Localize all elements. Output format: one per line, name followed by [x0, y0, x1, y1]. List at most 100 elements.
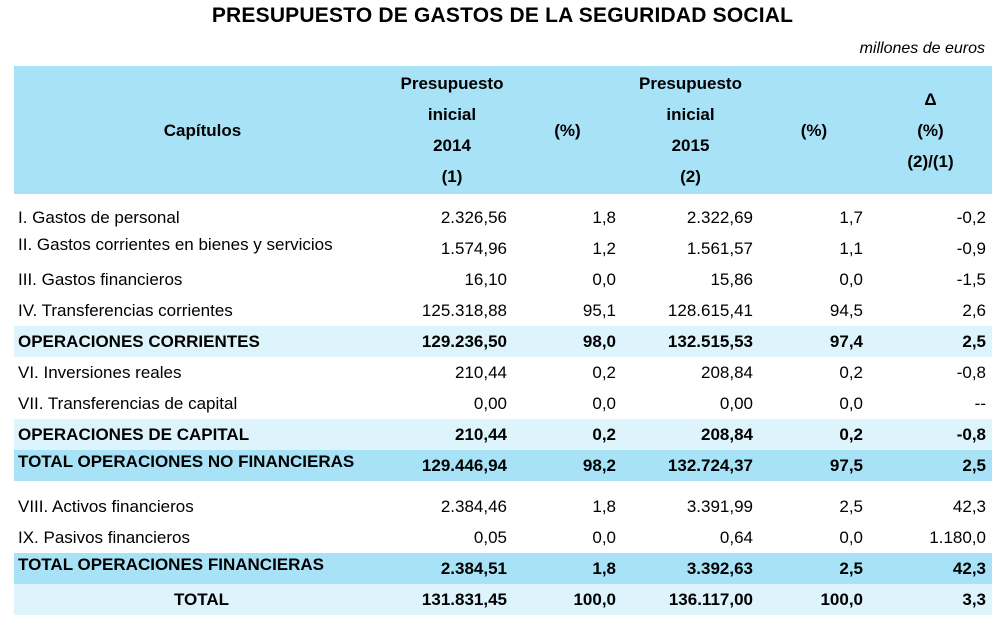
cell-budget-2015: 0,64 — [719, 528, 753, 547]
cell-pct-2015: 2,5 — [839, 497, 863, 516]
cell-pct-2015: 94,5 — [829, 301, 863, 320]
cell-pct-2015: 97,5 — [829, 456, 863, 475]
cell-budget-2015: 208,84 — [701, 425, 753, 444]
row-label: VIII. Activos financieros — [18, 497, 194, 516]
header-2014-line3: 2014 — [433, 136, 471, 155]
cell-pct-2014: 98,2 — [582, 456, 616, 475]
table-row: III. Gastos financieros 16,10 0,0 15,86 … — [14, 264, 992, 295]
grand-total-row: TOTAL 131.831,45 100,0 136.117,00 100,0 … — [14, 584, 992, 615]
cell-pct-2014: 0,0 — [592, 394, 616, 413]
total-row: TOTAL OPERACIONES FINANCIERAS 2.384,51 1… — [14, 553, 992, 584]
cell-delta: -0,8 — [956, 363, 986, 382]
cell-pct-2014: 0,0 — [592, 270, 616, 289]
cell-pct-2014: 1,8 — [592, 208, 616, 227]
cell-budget-2014: 2.384,46 — [440, 497, 507, 516]
cell-budget-2014: 2.384,51 — [440, 559, 507, 578]
cell-delta: 42,3 — [952, 559, 986, 578]
row-label: OPERACIONES CORRIENTES — [18, 332, 260, 351]
cell-budget-2015: 1.561,57 — [686, 239, 753, 258]
cell-budget-2014: 0,00 — [473, 394, 507, 413]
cell-delta: -0,2 — [956, 208, 986, 227]
cell-budget-2014: 129.446,94 — [421, 456, 507, 475]
header-pct-2015: (%) — [800, 120, 828, 140]
cell-delta: -- — [974, 394, 986, 413]
cell-pct-2014: 95,1 — [582, 301, 616, 320]
header-2015-line1: Presupuesto — [639, 74, 742, 93]
table-row: VI. Inversiones reales 210,44 0,2 208,84… — [14, 357, 992, 388]
cell-pct-2014: 1,8 — [592, 559, 616, 578]
cell-delta: 3,3 — [962, 590, 986, 609]
cell-budget-2015: 136.117,00 — [668, 590, 753, 609]
cell-pct-2015: 97,4 — [829, 332, 863, 351]
header-delta-line1: Δ — [924, 89, 937, 109]
cell-delta: 2,5 — [962, 456, 986, 475]
cell-budget-2015: 3.392,63 — [686, 559, 753, 578]
header-2014-line2: inicial — [427, 105, 477, 124]
units-note: millones de euros — [859, 40, 985, 57]
header-2015-line4: (2) — [680, 167, 701, 186]
cell-pct-2014: 98,0 — [582, 332, 616, 351]
row-label: III. Gastos financieros — [18, 270, 183, 289]
cell-budget-2014: 2.326,56 — [440, 208, 507, 227]
cell-budget-2014: 1.574,96 — [440, 239, 507, 258]
table-row: IX. Pasivos financieros 0,05 0,0 0,64 0,… — [14, 522, 992, 553]
cell-pct-2014: 0,2 — [592, 363, 616, 382]
cell-budget-2015: 132.515,53 — [667, 332, 753, 351]
header-delta-line3: (2)/(1) — [907, 151, 954, 171]
header-2014-line1: Presupuesto — [400, 74, 504, 93]
row-label: TOTAL OPERACIONES FINANCIERAS — [18, 555, 325, 574]
cell-pct-2015: 0,0 — [839, 394, 863, 413]
cell-budget-2014: 210,44 — [455, 425, 507, 444]
cell-budget-2014: 131.831,45 — [421, 590, 507, 609]
row-label: TOTAL OPERACIONES NO FINANCIERAS — [18, 452, 355, 471]
subtotal-row: OPERACIONES CORRIENTES 129.236,50 98,0 1… — [14, 326, 992, 357]
cell-budget-2014: 210,44 — [455, 363, 507, 382]
cell-delta: 42,3 — [952, 497, 986, 516]
cell-pct-2015: 2,5 — [839, 559, 863, 578]
row-label: VII. Transferencias de capital — [18, 394, 238, 413]
cell-delta: 1.180,0 — [929, 528, 986, 547]
budget-table: Capítulos Presupuesto inicial 2014 (1) (… — [14, 66, 992, 615]
cell-budget-2015: 3.391,99 — [686, 497, 753, 516]
subtotal-row: OPERACIONES DE CAPITAL 210,44 0,2 208,84… — [14, 419, 992, 450]
cell-budget-2014: 125.318,88 — [421, 301, 507, 320]
header-capitulos: Capítulos — [163, 120, 242, 140]
row-label: VI. Inversiones reales — [18, 363, 182, 382]
table-row: IV. Transferencias corrientes 125.318,88… — [14, 295, 992, 326]
cell-pct-2015: 0,2 — [839, 363, 863, 382]
cell-pct-2014: 0,2 — [592, 425, 616, 444]
header-presupuesto-2015: Presupuesto inicial 2015 (2) — [622, 66, 759, 194]
table-header-row: Capítulos Presupuesto inicial 2014 (1) (… — [14, 66, 992, 194]
table-row: II. Gastos corrientes en bienes y servic… — [14, 233, 992, 264]
cell-pct-2015: 100,0 — [820, 590, 863, 609]
table-row: VII. Transferencias de capital 0,00 0,0 … — [14, 388, 992, 419]
cell-budget-2015: 128.615,41 — [667, 301, 753, 320]
cell-delta: -0,8 — [956, 425, 986, 444]
cell-budget-2014: 0,05 — [473, 528, 507, 547]
total-row: TOTAL OPERACIONES NO FINANCIERAS 129.446… — [14, 450, 992, 481]
cell-pct-2015: 0,0 — [839, 270, 863, 289]
cell-budget-2015: 0,00 — [719, 394, 753, 413]
cell-budget-2015: 208,84 — [701, 363, 753, 382]
cell-budget-2014: 16,10 — [464, 270, 507, 289]
header-presupuesto-2014: Presupuesto inicial 2014 (1) — [391, 66, 513, 194]
cell-delta: 2,5 — [962, 332, 986, 351]
cell-pct-2014: 1,8 — [592, 497, 616, 516]
cell-delta: 2,6 — [962, 301, 986, 320]
table-row: VIII. Activos financieros 2.384,46 1,8 3… — [14, 491, 992, 522]
row-label: OPERACIONES DE CAPITAL — [18, 425, 250, 444]
cell-delta: -1,5 — [956, 270, 986, 289]
cell-budget-2015: 132.724,37 — [667, 456, 753, 475]
cell-pct-2015: 0,0 — [839, 528, 863, 547]
header-2015-line2: inicial — [666, 105, 715, 124]
cell-pct-2015: 1,1 — [839, 239, 863, 258]
header-delta: Δ (%) (2)/(1) — [869, 66, 992, 194]
row-label: II. Gastos corrientes en bienes y servic… — [18, 235, 333, 254]
header-2014-line4: (1) — [441, 167, 463, 186]
page-title: PRESUPUESTO DE GASTOS DE LA SEGURIDAD SO… — [211, 4, 794, 27]
cell-budget-2014: 129.236,50 — [421, 332, 507, 351]
header-delta-line2: (%) — [917, 120, 944, 140]
cell-pct-2015: 0,2 — [839, 425, 863, 444]
row-label: I. Gastos de personal — [18, 208, 180, 227]
cell-delta: -0,9 — [956, 239, 986, 258]
